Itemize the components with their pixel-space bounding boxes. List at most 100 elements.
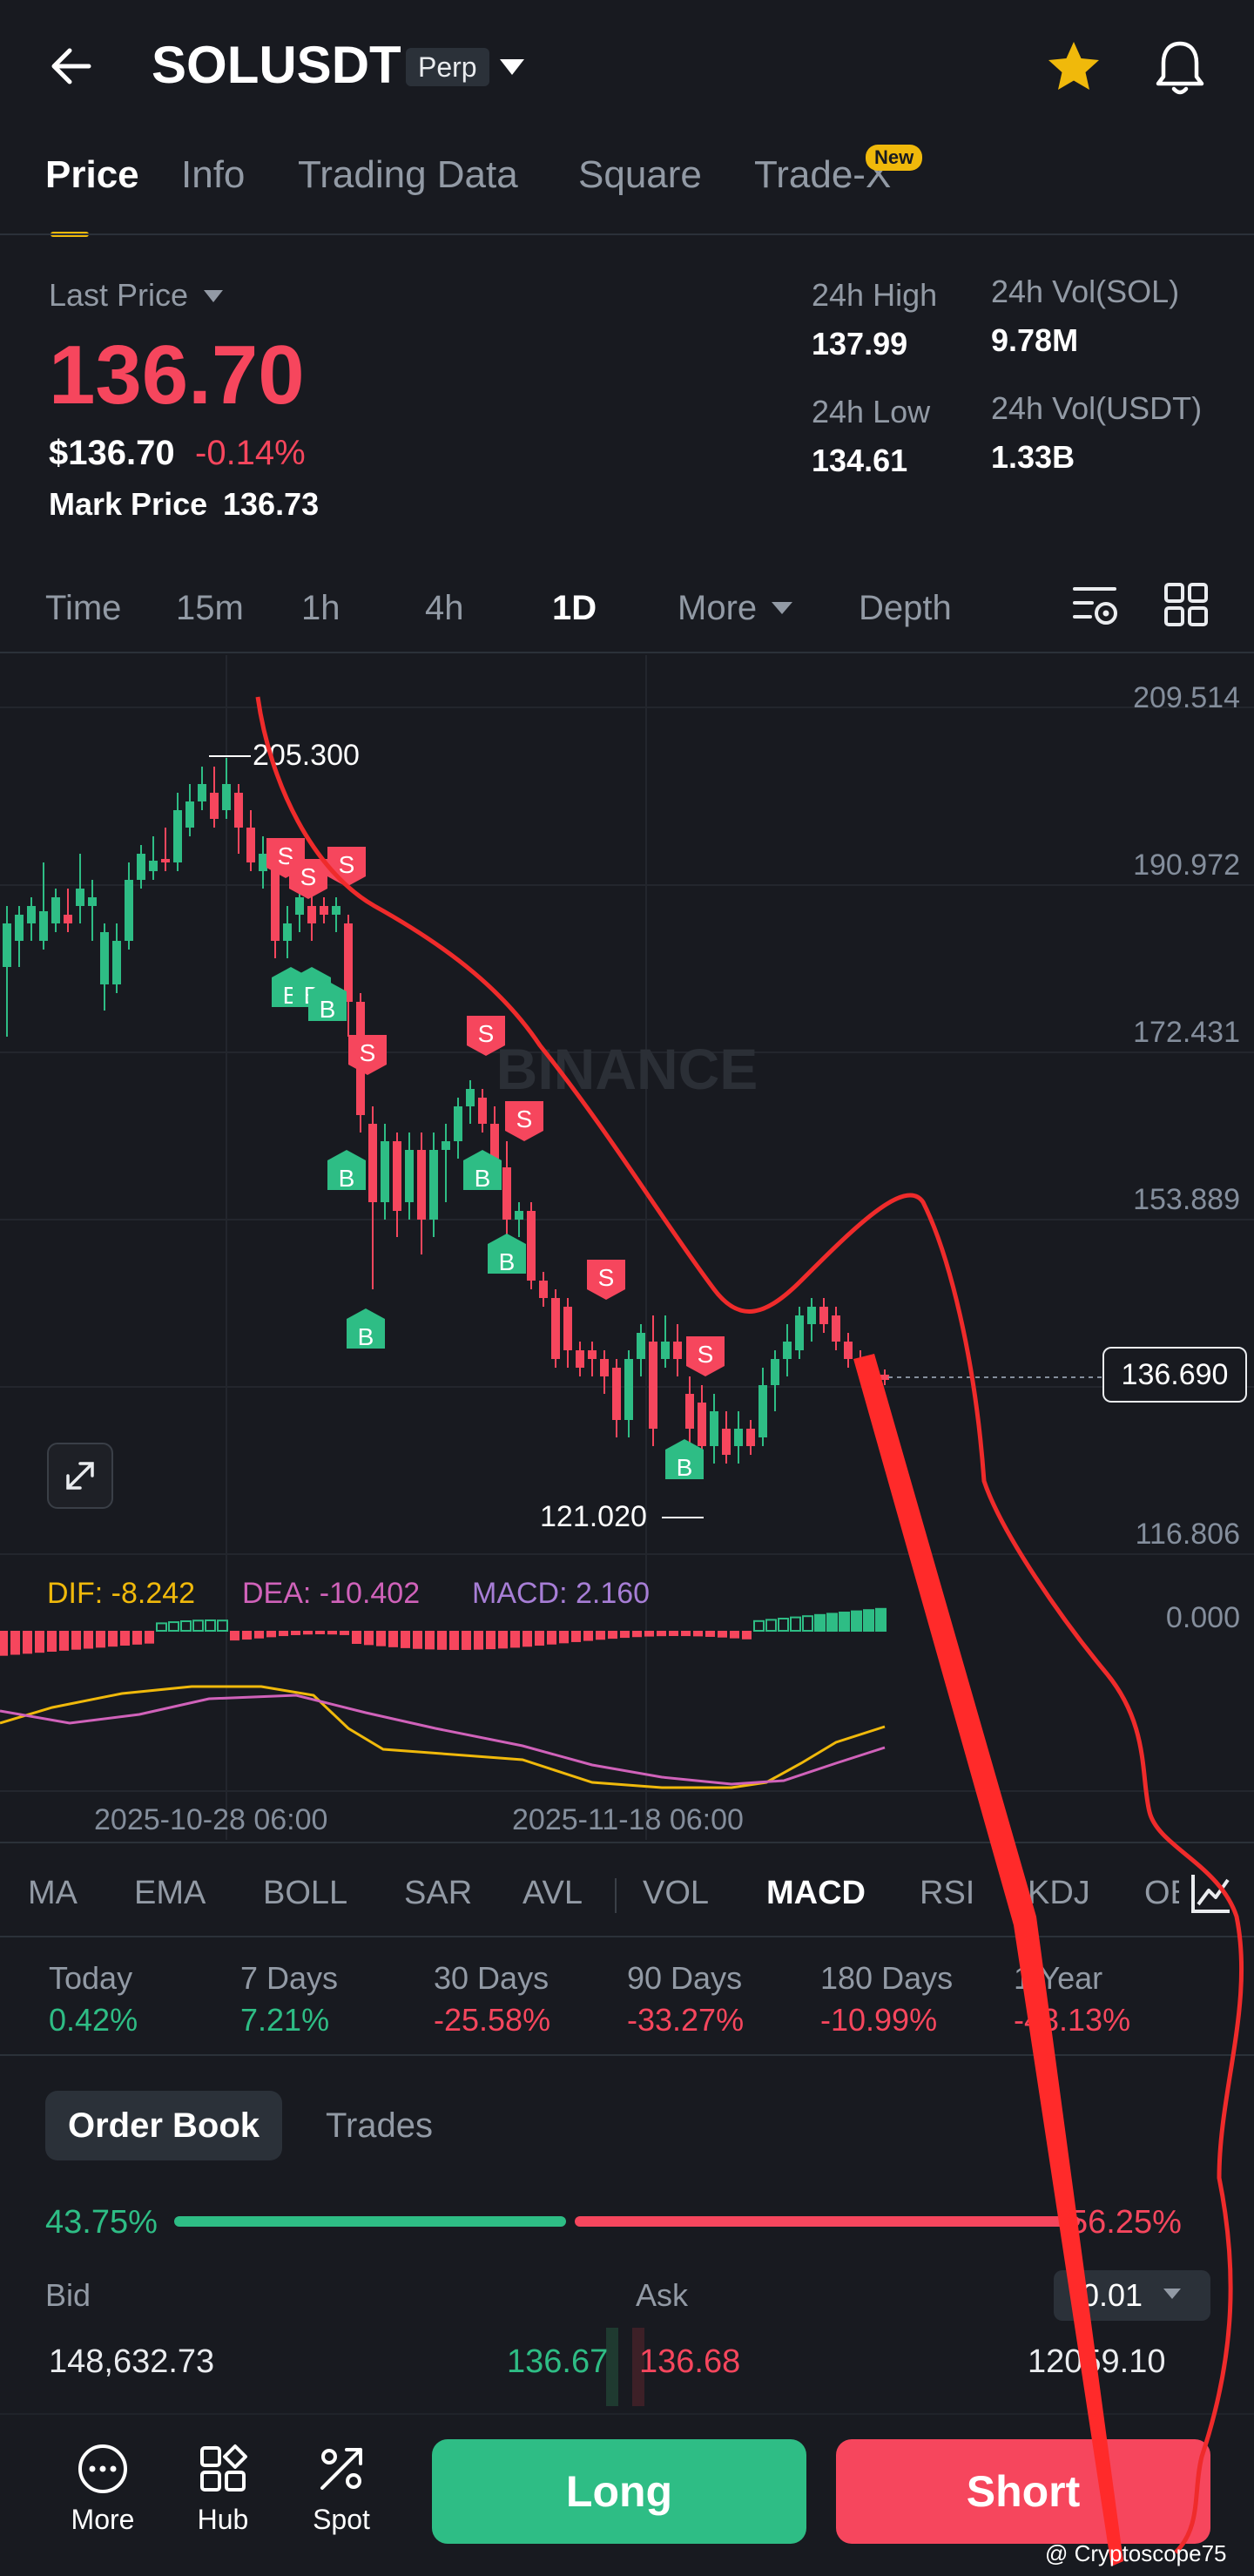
tab-trades[interactable]: Trades — [326, 2106, 434, 2145]
interval-15m[interactable]: 15m — [176, 589, 244, 627]
notification-bell-icon[interactable] — [1150, 37, 1210, 98]
long-button[interactable]: Long — [432, 2439, 806, 2544]
symbol-title[interactable]: SOLUSDT — [152, 36, 401, 94]
candle-body — [856, 1359, 865, 1368]
current-price-tag: 136.690 — [1102, 1347, 1247, 1403]
macd-bar — [315, 1631, 325, 1635]
y-axis-label: 172.431 — [1133, 1016, 1240, 1049]
tab-price[interactable]: Price — [45, 153, 139, 196]
interval-depth[interactable]: Depth — [859, 589, 952, 627]
more-label[interactable]: More — [71, 2504, 135, 2535]
candlestick-chart[interactable]: BINANCE SSSSSSSSBBBBBBBB — [0, 655, 1254, 1840]
macd-bar — [254, 1631, 264, 1639]
candle-body — [576, 1350, 584, 1368]
candle-body — [661, 1342, 670, 1359]
spot-label[interactable]: Spot — [313, 2504, 370, 2535]
indicator-sar[interactable]: SAR — [404, 1875, 473, 1911]
interval-4h[interactable]: 4h — [425, 589, 464, 627]
macd-bar — [608, 1631, 617, 1640]
x-axis-date: 2025-11-18 06:00 — [512, 1803, 744, 1836]
interval-more[interactable]: More — [678, 589, 758, 627]
macd-bar — [364, 1631, 374, 1646]
ask-price[interactable]: 136.68 — [639, 2343, 741, 2380]
signal-marker-letter: S — [698, 1341, 714, 1368]
performance-period-value: -43.13% — [1014, 2002, 1131, 2038]
signal-marker-letter: S — [516, 1105, 533, 1132]
candle-body — [417, 1150, 426, 1220]
candle-body — [27, 906, 36, 923]
candle-body — [259, 854, 267, 871]
candle-body — [125, 880, 133, 941]
dif-line — [0, 1685, 886, 1789]
tab-info[interactable]: Info — [181, 153, 246, 196]
short-button[interactable]: Short — [836, 2439, 1210, 2544]
tick-size-dropdown-icon[interactable] — [1162, 2286, 1183, 2302]
candle-body — [734, 1429, 743, 1446]
interval-1d[interactable]: 1D — [552, 589, 597, 627]
candle-body — [771, 1359, 779, 1385]
candle-body — [868, 1368, 877, 1376]
tabs-divider — [0, 233, 1254, 235]
candle-body — [807, 1307, 816, 1324]
macd-bar — [826, 1613, 838, 1633]
performance-period-value: -10.99% — [820, 2002, 938, 2038]
indicator-avl[interactable]: AVL — [522, 1875, 583, 1911]
back-arrow-icon[interactable] — [45, 40, 98, 92]
last-price-label[interactable]: Last Price — [49, 277, 189, 313]
chart-bottom-divider — [0, 1842, 1254, 1843]
more-dropdown-icon[interactable] — [770, 599, 794, 617]
last-price-dropdown-icon[interactable] — [202, 287, 225, 305]
interval-1h[interactable]: 1h — [301, 589, 340, 627]
bid-quantity[interactable]: 148,632.73 — [49, 2343, 215, 2380]
price-chart[interactable]: BINANCE SSSSSSSSBBBBBBBB 209.514 190.972… — [0, 655, 1254, 1840]
favorite-star-icon[interactable] — [1045, 38, 1102, 96]
candle-body — [563, 1307, 572, 1350]
indicator-ma[interactable]: MA — [28, 1875, 78, 1911]
tab-trading-data[interactable]: Trading Data — [298, 153, 518, 196]
symbol-dropdown-icon[interactable] — [498, 56, 526, 78]
indicator-vol[interactable]: VOL — [643, 1875, 710, 1911]
hub-label[interactable]: Hub — [197, 2504, 249, 2535]
candle-body — [393, 1141, 401, 1211]
macd-bar — [168, 1621, 179, 1632]
indicator-obv[interactable]: OBV — [1144, 1875, 1179, 1911]
candle-body — [698, 1403, 706, 1446]
bid-price[interactable]: 136.67 — [507, 2343, 609, 2380]
candle-body — [649, 1342, 657, 1429]
mark-price-label: Mark Price — [49, 486, 208, 522]
x-axis-date: 2025-10-28 06:00 — [94, 1803, 328, 1836]
tick-size-select[interactable]: 0.01 — [1054, 2270, 1210, 2321]
hub-icon[interactable] — [197, 2443, 249, 2495]
signal-marker-letter: B — [475, 1165, 491, 1192]
indicator-boll[interactable]: BOLL — [263, 1875, 348, 1911]
layout-grid-icon[interactable] — [1163, 582, 1209, 627]
ask-quantity[interactable]: 12​059.10 — [1028, 2343, 1166, 2380]
candle-body — [685, 1394, 694, 1429]
expand-icon — [66, 1462, 94, 1490]
macd-bar — [132, 1631, 142, 1645]
more-icon[interactable] — [77, 2443, 129, 2495]
candle-body — [100, 932, 109, 984]
price-change-percent: -0.14% — [195, 434, 306, 472]
indicator-settings-icon[interactable] — [1190, 1871, 1233, 1915]
candle-body — [551, 1298, 560, 1359]
macd-bar — [462, 1631, 471, 1650]
low-24h-value: 134.61 — [812, 443, 908, 478]
indicator-macd[interactable]: MACD — [766, 1875, 866, 1911]
macd-bar — [23, 1631, 32, 1654]
indicator-ema[interactable]: EMA — [134, 1875, 206, 1911]
spot-icon[interactable] — [315, 2443, 367, 2495]
tab-square[interactable]: Square — [578, 153, 702, 196]
macd-bar — [0, 1631, 8, 1656]
performance-divider — [0, 2054, 1254, 2056]
indicator-rsi[interactable]: RSI — [920, 1875, 975, 1911]
chart-settings-icon[interactable] — [1069, 582, 1122, 631]
candle-body — [539, 1281, 548, 1298]
tab-order-book[interactable]: Order Book — [45, 2091, 283, 2160]
macd-bar — [753, 1619, 765, 1633]
candle-body — [880, 1375, 889, 1380]
interval-time[interactable]: Time — [45, 589, 122, 627]
indicator-kdj[interactable]: KDJ — [1028, 1875, 1090, 1911]
macd-bar — [571, 1631, 581, 1642]
fullscreen-button[interactable] — [47, 1443, 113, 1509]
